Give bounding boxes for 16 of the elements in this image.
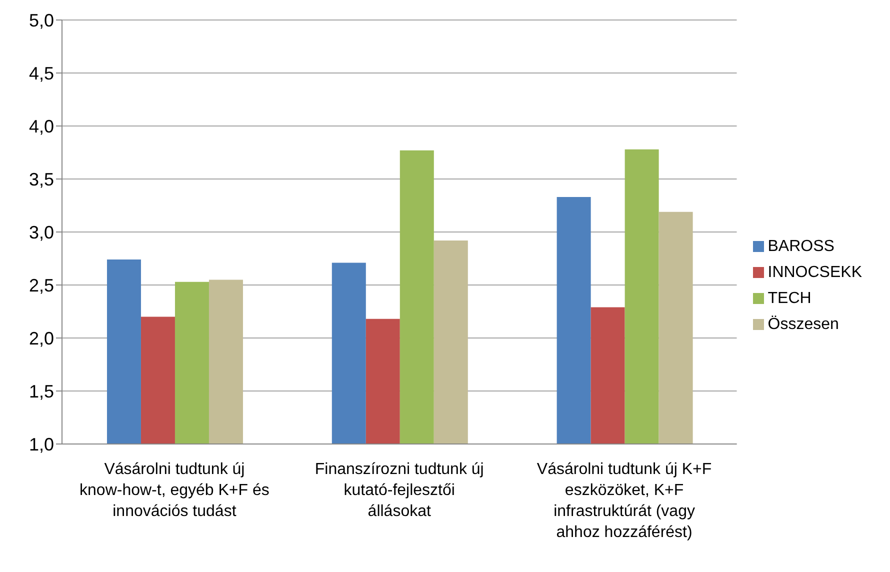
legend-label: BAROSS: [768, 238, 834, 255]
y-tick-label: 1,0: [28, 434, 54, 454]
x-tick-label: Vásárolni tudtunk új K+F eszközöket, K+F infrastruktúrát (vagy ahhoz hozzáférést): [536, 461, 712, 541]
y-tick-label: 4,0: [28, 116, 54, 136]
legend-label: Összesen: [768, 316, 839, 333]
y-tick-label: 2,5: [28, 275, 54, 296]
legend-label: INNOCSEKK: [768, 264, 862, 281]
y-tick-label: 5,0: [28, 10, 54, 30]
y-tick-label: 3,5: [28, 169, 54, 190]
y-tick-label: 2,0: [28, 328, 54, 348]
y-tick-label: 3,0: [28, 222, 54, 242]
x-tick-label: Vásárolni tudtunk új know-how-t, egyéb K+F és innovációs tudást: [80, 461, 270, 520]
legend-label: TECH: [768, 290, 812, 307]
x-tick-label: Finanszírozni tudtunk új kutató-fejlesztői állásokat: [314, 461, 484, 520]
y-tick-label: 4,5: [28, 63, 54, 84]
y-tick-label: 1,5: [28, 381, 54, 402]
